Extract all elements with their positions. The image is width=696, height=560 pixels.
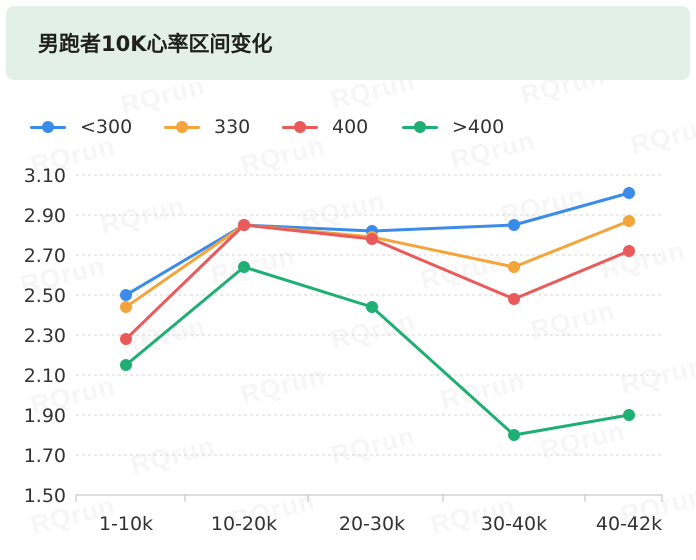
data-point <box>623 409 635 421</box>
y-tick-label: 2.90 <box>24 205 66 227</box>
series-line <box>124 191 631 297</box>
data-point <box>508 219 520 231</box>
data-point <box>238 219 250 231</box>
legend-item-lt300[interactable]: <300 <box>30 114 132 140</box>
legend-label: 330 <box>214 116 251 138</box>
y-tick-label: 3.10 <box>24 165 66 187</box>
x-tick-label: 40-42k <box>596 513 662 535</box>
data-point <box>508 429 520 441</box>
x-tick-label: 30-40k <box>481 513 547 535</box>
x-tick-label: 1-10k <box>99 513 153 535</box>
data-point <box>238 261 250 273</box>
data-point <box>508 293 520 305</box>
data-point <box>623 187 635 199</box>
y-tick-label: 1.50 <box>24 485 66 507</box>
y-tick-label: 2.30 <box>24 325 66 347</box>
chart-title: 男跑者10K心率区间变化 <box>38 32 273 56</box>
data-point <box>366 233 378 245</box>
x-tick-label: 10-20k <box>211 513 277 535</box>
data-point <box>366 301 378 313</box>
y-tick-label: 2.50 <box>24 285 66 307</box>
legend-line-icon <box>164 120 200 133</box>
legend-label: 400 <box>332 116 369 138</box>
legend-item-330[interactable]: 330 <box>164 114 250 140</box>
legend-item-gt400[interactable]: >400 <box>402 114 504 140</box>
legend-label: <300 <box>80 116 133 138</box>
y-tick-label: 2.10 <box>24 365 66 387</box>
legend-line-icon <box>402 120 438 133</box>
series-line <box>124 223 631 341</box>
data-point <box>120 301 132 313</box>
y-tick-label: 1.90 <box>24 405 66 427</box>
series-line <box>124 219 631 309</box>
legend-line-icon <box>282 120 318 133</box>
data-point <box>120 359 132 371</box>
data-point <box>120 333 132 345</box>
data-point <box>508 261 520 273</box>
legend-line-icon <box>30 120 66 133</box>
data-point <box>623 245 635 257</box>
data-point <box>120 289 132 301</box>
x-tick-label: 20-30k <box>339 513 405 535</box>
series-line <box>124 265 631 437</box>
data-point <box>623 215 635 227</box>
legend-item-400[interactable]: 400 <box>282 114 368 140</box>
legend-label: >400 <box>452 116 505 138</box>
y-tick-label: 1.70 <box>24 445 66 467</box>
title-banner: 男跑者10K心率区间变化 <box>6 6 690 80</box>
y-tick-label: 2.70 <box>24 245 66 267</box>
